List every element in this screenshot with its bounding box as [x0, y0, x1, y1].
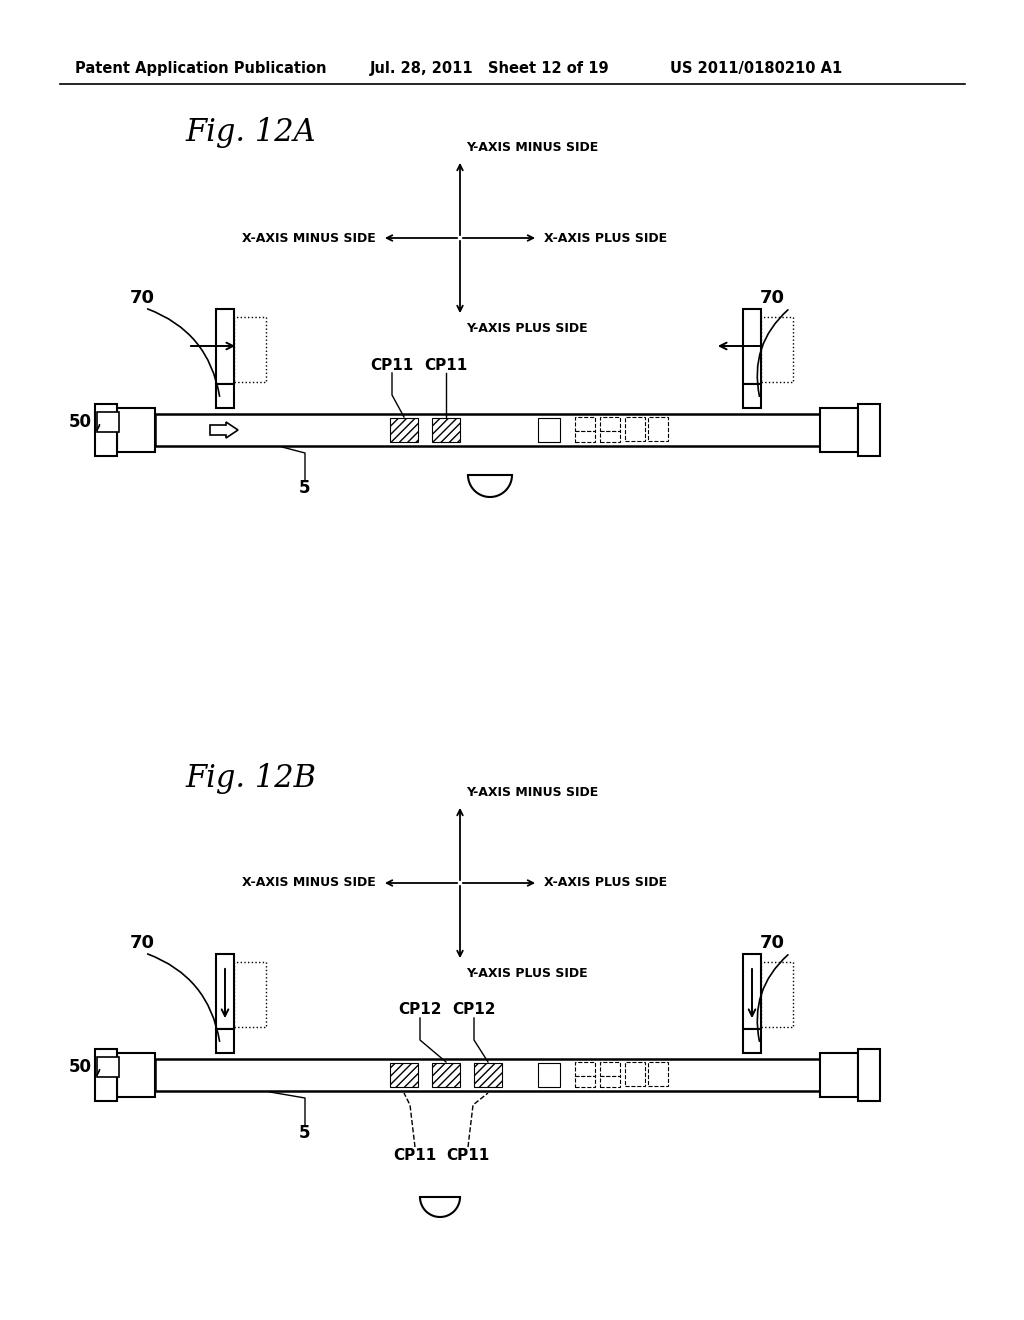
Bar — [117, 408, 155, 451]
Text: 50: 50 — [69, 1059, 92, 1076]
Bar — [743, 309, 761, 384]
Bar — [117, 1053, 155, 1097]
Bar — [95, 404, 117, 455]
Bar — [216, 309, 234, 384]
Text: X-AXIS PLUS SIDE: X-AXIS PLUS SIDE — [544, 231, 667, 244]
Bar — [743, 384, 761, 408]
Text: CP11: CP11 — [393, 1147, 436, 1163]
Text: 70: 70 — [130, 935, 155, 952]
Bar — [820, 1053, 858, 1097]
Bar — [743, 1030, 761, 1053]
Text: Jul. 28, 2011   Sheet 12 of 19: Jul. 28, 2011 Sheet 12 of 19 — [370, 61, 609, 75]
Text: CP11: CP11 — [371, 358, 414, 372]
Bar — [234, 962, 266, 1027]
Bar — [538, 1063, 560, 1086]
Bar — [97, 1057, 119, 1077]
Text: 50: 50 — [69, 413, 92, 432]
Bar — [858, 1049, 880, 1101]
Text: 70: 70 — [760, 289, 785, 308]
Bar — [216, 954, 234, 1030]
Bar — [600, 1076, 620, 1086]
Bar — [648, 417, 668, 441]
Bar — [538, 418, 560, 442]
Bar — [216, 384, 234, 408]
Bar — [625, 1063, 645, 1086]
Text: CP11: CP11 — [424, 358, 468, 372]
Bar — [743, 954, 761, 1030]
Bar — [234, 317, 266, 381]
Text: Y-AXIS MINUS SIDE: Y-AXIS MINUS SIDE — [466, 785, 598, 799]
Bar — [155, 1059, 820, 1092]
Bar — [432, 418, 460, 442]
Text: 5: 5 — [299, 479, 310, 498]
Bar — [648, 1063, 668, 1086]
Text: Y-AXIS PLUS SIDE: Y-AXIS PLUS SIDE — [466, 322, 588, 335]
Bar — [575, 417, 595, 432]
Bar — [95, 1049, 117, 1101]
Text: Fig. 12A: Fig. 12A — [185, 117, 315, 149]
Bar — [625, 417, 645, 441]
Bar — [432, 1063, 460, 1086]
Text: US 2011/0180210 A1: US 2011/0180210 A1 — [670, 61, 843, 75]
FancyArrow shape — [210, 422, 238, 438]
Bar — [575, 432, 595, 442]
Text: 5: 5 — [299, 1125, 310, 1142]
Text: 70: 70 — [760, 935, 785, 952]
Bar — [600, 417, 620, 432]
Bar — [390, 418, 418, 442]
Bar — [575, 1063, 595, 1076]
Bar — [390, 1063, 418, 1086]
Bar — [216, 1030, 234, 1053]
Text: CP12: CP12 — [398, 1002, 441, 1018]
Text: X-AXIS PLUS SIDE: X-AXIS PLUS SIDE — [544, 876, 667, 890]
Bar — [761, 317, 793, 381]
Bar — [820, 408, 858, 451]
Text: 70: 70 — [130, 289, 155, 308]
Bar — [600, 432, 620, 442]
Text: X-AXIS MINUS SIDE: X-AXIS MINUS SIDE — [243, 231, 376, 244]
Text: Fig. 12B: Fig. 12B — [185, 763, 316, 793]
Bar — [761, 962, 793, 1027]
Text: Y-AXIS MINUS SIDE: Y-AXIS MINUS SIDE — [466, 141, 598, 154]
Bar — [97, 412, 119, 432]
Text: Y-AXIS PLUS SIDE: Y-AXIS PLUS SIDE — [466, 968, 588, 979]
Text: CP11: CP11 — [446, 1147, 489, 1163]
Bar — [575, 1076, 595, 1086]
Text: CP12: CP12 — [453, 1002, 496, 1018]
Bar — [858, 404, 880, 455]
Bar — [474, 1063, 502, 1086]
Bar — [600, 1063, 620, 1076]
Text: X-AXIS MINUS SIDE: X-AXIS MINUS SIDE — [243, 876, 376, 890]
Bar — [155, 414, 820, 446]
Text: Patent Application Publication: Patent Application Publication — [75, 61, 327, 75]
